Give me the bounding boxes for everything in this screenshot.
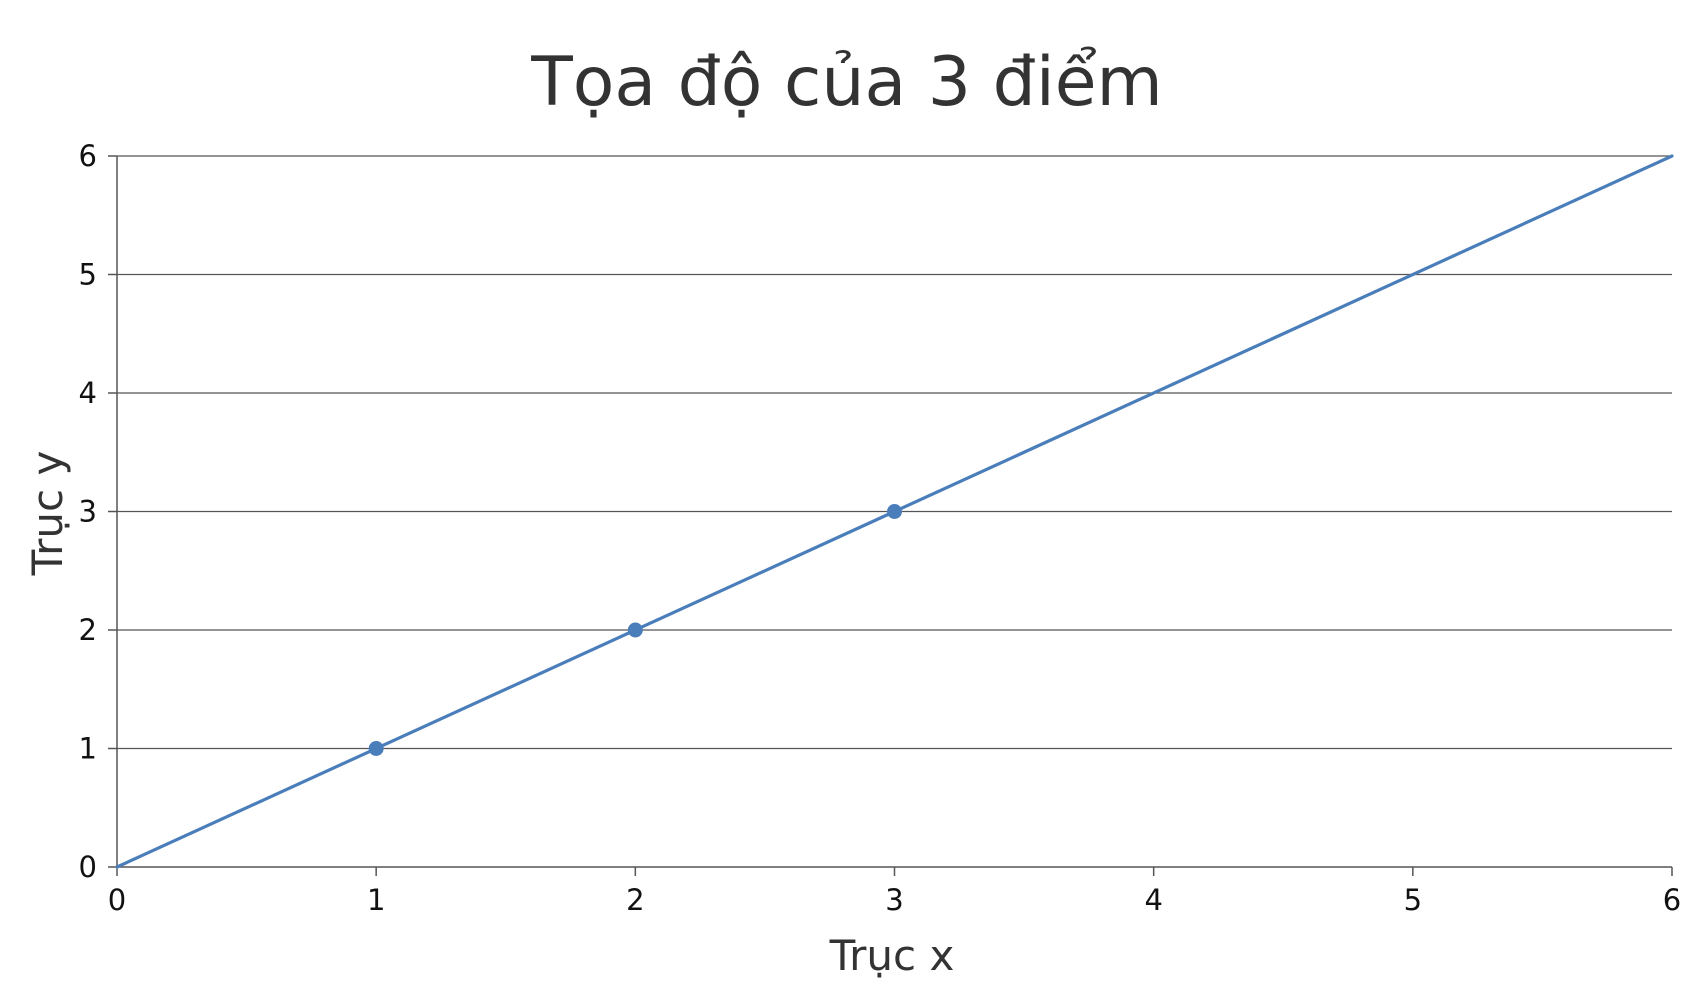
y-tick-label-6: 6 bbox=[79, 139, 97, 173]
y-axis-title: Trục y bbox=[23, 451, 72, 577]
x-tick-label-5: 5 bbox=[1404, 883, 1422, 917]
x-tick-label-0: 0 bbox=[108, 883, 126, 917]
point-layer bbox=[368, 504, 902, 756]
y-tick-label-3: 3 bbox=[79, 495, 97, 529]
y-tick-label-2: 2 bbox=[79, 613, 97, 647]
data-point-0-2 bbox=[887, 504, 902, 519]
y-tick-label-4: 4 bbox=[79, 376, 97, 410]
grid-layer bbox=[117, 155, 1672, 750]
chart-title: Tọa độ của 3 điểm bbox=[530, 43, 1163, 122]
data-point-0-0 bbox=[368, 741, 384, 756]
x-tick-label-3: 3 bbox=[885, 883, 903, 917]
x-tick-label-1: 1 bbox=[367, 883, 385, 917]
x-axis-title: Trục x bbox=[829, 931, 955, 980]
data-point-0-1 bbox=[627, 622, 643, 638]
y-tick-label-0: 0 bbox=[79, 850, 97, 884]
x-tick-label-4: 4 bbox=[1144, 883, 1162, 917]
x-tick-label-6: 6 bbox=[1663, 883, 1681, 917]
y-tick-label-5: 5 bbox=[79, 258, 97, 292]
y-tick-label-1: 1 bbox=[79, 732, 97, 766]
tick-layer: 0 1 2 3 4 5 6 0 1 2 3 4 5 6 bbox=[79, 139, 1682, 917]
x-tick-label-2: 2 bbox=[626, 883, 644, 917]
